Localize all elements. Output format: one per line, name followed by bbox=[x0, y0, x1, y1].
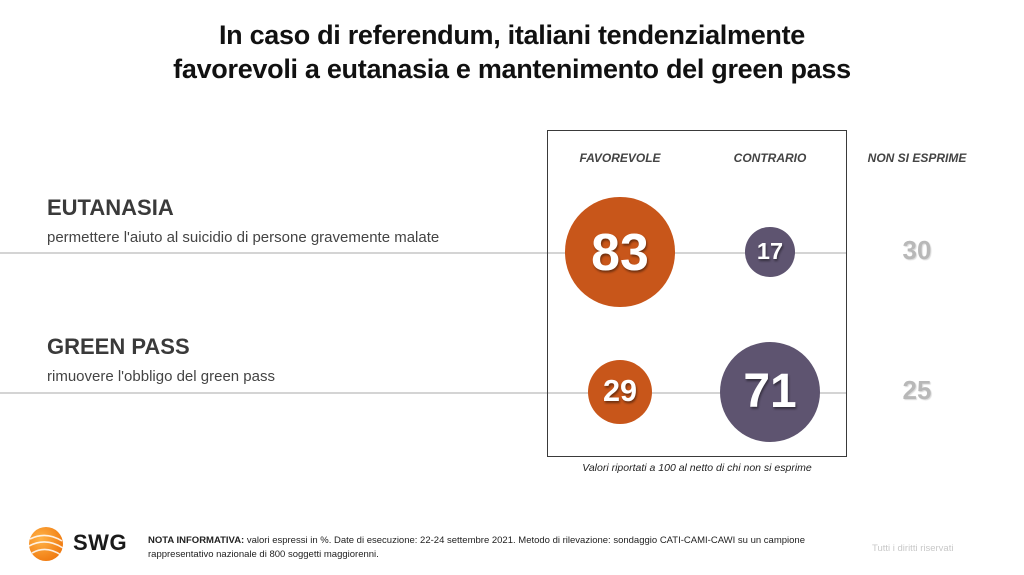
row-title-eutanasia: EUTANASIA bbox=[47, 195, 174, 220]
value-non-si-esprime-eutanasia: 30 bbox=[902, 235, 932, 265]
brand-name: SWG bbox=[73, 530, 128, 555]
bubble-contrario-eutanasia: 17 bbox=[745, 227, 795, 277]
info-note-text: valori espressi in %. Date di esecuzione… bbox=[148, 535, 805, 560]
row-subtitle-green-pass: rimuovere l'obbligo del green pass bbox=[47, 368, 275, 385]
info-note: NOTA INFORMATIVA: valori espressi in %. … bbox=[148, 534, 868, 562]
bubble-contrario-green-pass: 71 bbox=[719, 341, 821, 443]
column-header-favorevole: FAVOREVOLE bbox=[579, 151, 661, 165]
row-subtitle-eutanasia: permettere l'aiuto al suicidio di person… bbox=[47, 229, 440, 246]
value-non-si-esprime-green-pass: 25 bbox=[902, 375, 932, 405]
rights-reserved: Tutti i diritti riservati bbox=[872, 543, 954, 554]
row-line-green-pass bbox=[0, 392, 847, 394]
chart-footnote: Valori riportati a 100 al netto di chi n… bbox=[582, 462, 812, 474]
chart-title: In caso di referendum, italiani tendenzi… bbox=[0, 18, 1024, 86]
info-note-label: NOTA INFORMATIVA: bbox=[148, 535, 245, 546]
row-line-eutanasia bbox=[0, 252, 847, 254]
title-line-2: favorevoli a eutanasia e mantenimento de… bbox=[173, 54, 851, 84]
column-header-contrario: CONTRARIO bbox=[733, 151, 807, 165]
swg-logo-icon bbox=[28, 527, 64, 561]
row-title-green-pass: GREEN PASS bbox=[47, 334, 190, 359]
results-box bbox=[547, 130, 847, 457]
column-header-non-si-esprime: NON SI ESPRIME bbox=[867, 151, 967, 165]
bubble-favorevole-eutanasia: 83 bbox=[565, 197, 675, 307]
bubble-favorevole-green-pass: 29 bbox=[587, 359, 653, 425]
title-line-1: In caso di referendum, italiani tendenzi… bbox=[218, 20, 806, 50]
